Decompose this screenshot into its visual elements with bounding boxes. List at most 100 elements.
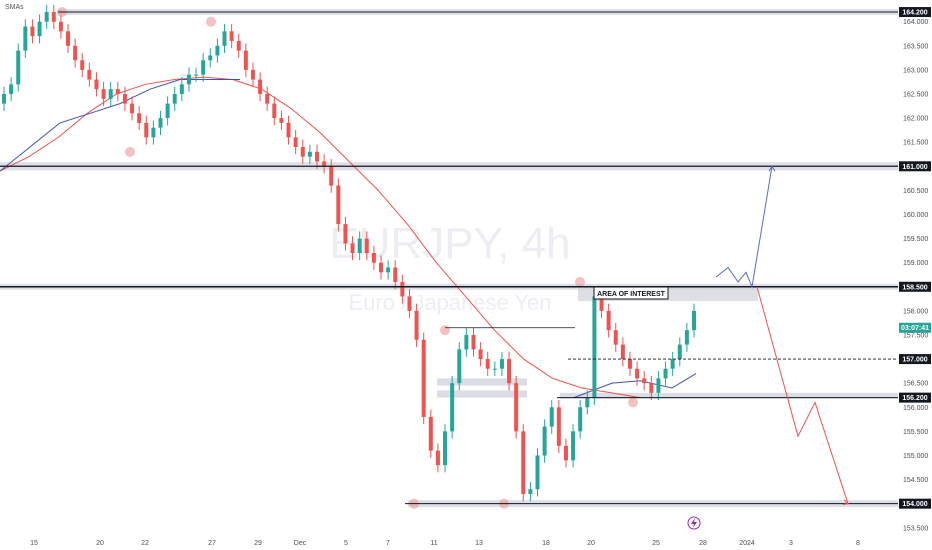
price-tick-label: 158.000	[903, 308, 928, 315]
pivot-marker	[206, 16, 216, 27]
candle	[279, 118, 284, 123]
indicator-legend[interactable]: SMAs	[5, 4, 24, 11]
candle	[428, 416, 433, 451]
candle	[514, 383, 519, 432]
candle	[606, 310, 611, 331]
candle	[16, 50, 21, 85]
candle	[656, 378, 661, 393]
candle	[87, 69, 92, 80]
price-tick-label: 161.500	[903, 140, 928, 147]
projection-down-path	[756, 286, 849, 504]
candle	[364, 238, 369, 254]
candle	[51, 12, 56, 22]
candles-layer	[2, 4, 696, 502]
watermark-subtitle: Euro / Japanese Yen	[348, 290, 551, 315]
candle	[165, 103, 170, 119]
price-tick-label: 160.000	[903, 212, 928, 219]
candle	[599, 296, 604, 311]
price-tick-label: 162.000	[903, 116, 928, 123]
time-scale-bg	[0, 535, 932, 550]
price-tick-label: 157.500	[903, 332, 928, 339]
time-tick-label: 28	[699, 540, 707, 547]
time-tick-label: 13	[475, 540, 483, 547]
candle	[186, 74, 191, 85]
candle	[357, 238, 362, 254]
candle	[379, 262, 384, 273]
price-tick-label: 156.000	[903, 405, 928, 412]
candle	[457, 349, 462, 384]
level-tag-label: 161.000	[902, 164, 927, 171]
level-tag-label: 158.500	[902, 284, 927, 291]
projections-layer	[715, 165, 850, 506]
time-tick-label: 20	[587, 540, 595, 547]
candle	[563, 445, 568, 461]
time-tick-label: 22	[141, 540, 149, 547]
candle	[130, 103, 135, 114]
candle	[478, 349, 483, 360]
level-tag	[899, 161, 931, 172]
area-of-interest-annotation: AREA OF INTEREST	[593, 286, 669, 300]
candle	[137, 113, 142, 123]
candle	[94, 79, 99, 90]
candle	[400, 281, 405, 297]
candle	[692, 310, 696, 331]
levels-layer	[0, 11, 898, 505]
price-tick-label: 163.500	[903, 43, 928, 50]
candle	[172, 93, 177, 104]
candle	[293, 137, 298, 148]
candle	[585, 397, 590, 408]
candle	[443, 431, 448, 466]
time-tick-label: 29	[254, 540, 262, 547]
candle	[300, 147, 305, 157]
candle	[229, 31, 234, 41]
price-scale[interactable]: 164.000 163.500 163.000 162.500 162.000 161.5…	[898, 0, 932, 550]
price-scale-bg	[898, 0, 932, 550]
time-tick-label: 2024	[739, 540, 755, 547]
candle	[208, 55, 213, 61]
candle	[250, 69, 255, 80]
current-price-label: 03:07:41	[901, 325, 929, 332]
candle	[549, 407, 554, 427]
level-tag-label: 156.200	[902, 395, 927, 402]
current-price-tag	[899, 322, 931, 333]
arrow-down-icon	[842, 499, 850, 506]
lightning-icon[interactable]	[687, 516, 701, 530]
level-tag-label: 154.000	[902, 501, 927, 508]
time-tick-label: 7	[386, 540, 390, 547]
candle	[421, 339, 426, 417]
candle	[336, 185, 341, 225]
candle	[507, 359, 512, 384]
price-tick-label: 163.000	[903, 67, 928, 74]
candle	[44, 12, 49, 22]
sma-fast-line	[573, 373, 697, 399]
candle	[556, 407, 561, 446]
time-scale[interactable]: 15 20 22 27 29 Dec 5 7 11 13 18 20 25 28 2024 3 8	[0, 535, 932, 550]
candle	[592, 296, 597, 398]
candle	[670, 359, 675, 369]
candle	[236, 40, 241, 51]
candle	[2, 93, 6, 104]
candle	[329, 166, 334, 186]
candle	[108, 89, 113, 99]
time-tick-label: 20	[96, 540, 104, 547]
sma-fast-line	[0, 79, 240, 172]
candle	[471, 334, 476, 350]
candle	[613, 330, 618, 345]
price-tick-label: 164.000	[903, 19, 928, 26]
time-tick-label: 5	[344, 540, 348, 547]
candle	[464, 334, 469, 350]
candle	[265, 93, 270, 104]
watermark-symbol: EURJPY, 4h	[329, 219, 570, 268]
candle	[663, 368, 668, 379]
price-tick-label: 159.000	[903, 260, 928, 267]
candle	[322, 161, 327, 167]
price-tick-label: 154.500	[903, 477, 928, 484]
candle	[642, 378, 647, 384]
level-tag	[899, 354, 931, 365]
level-tag	[899, 498, 931, 509]
candle	[386, 267, 391, 273]
area-of-interest-label: AREA OF INTEREST	[597, 291, 666, 298]
candle	[222, 31, 227, 46]
candle	[286, 122, 291, 138]
